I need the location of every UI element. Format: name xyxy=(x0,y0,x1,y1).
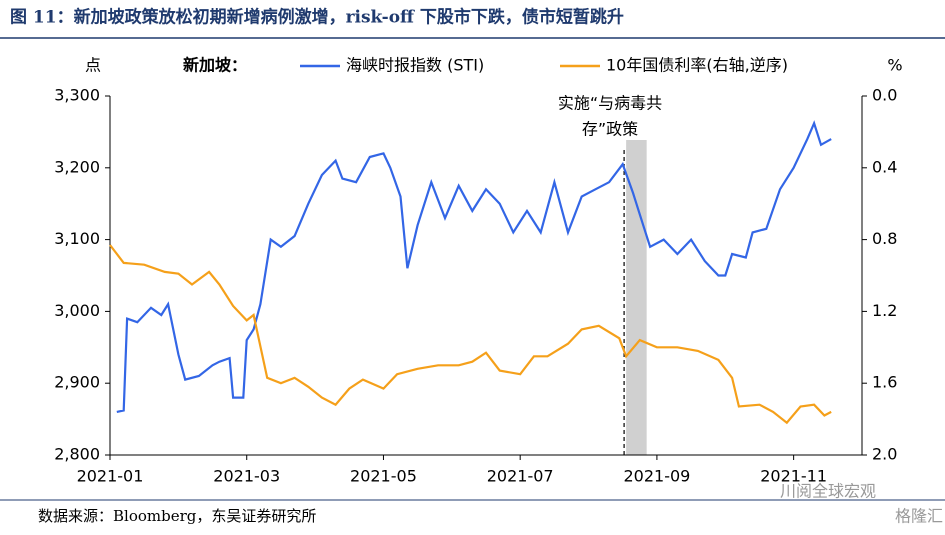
y2-tick-label: 0.4 xyxy=(872,157,897,176)
y-tick-label: 2,800 xyxy=(54,445,100,464)
series-line xyxy=(109,244,832,425)
legend-label: 海峡时报指数 (STI) xyxy=(346,56,484,75)
shaded-region xyxy=(626,140,647,455)
y-axis-label: 点 xyxy=(85,56,101,75)
y2-tick-label: 0.8 xyxy=(872,229,897,248)
x-tick-label: 2021-05 xyxy=(350,467,417,486)
watermark: 格隆汇 xyxy=(895,507,943,526)
y-tick-label: 3,000 xyxy=(54,301,100,320)
annotation: 存”政策 xyxy=(582,120,638,139)
y2-tick-label: 1.6 xyxy=(872,373,897,392)
y2-axis-label: % xyxy=(887,56,902,75)
legend-label: 10年国债利率(右轴,逆序) xyxy=(606,56,788,75)
y-tick-label: 3,200 xyxy=(54,157,100,176)
x-tick-label: 2021-01 xyxy=(77,467,144,486)
y2-tick-label: 1.2 xyxy=(872,301,897,320)
y-tick-label: 3,100 xyxy=(54,229,100,248)
y-tick-label: 3,300 xyxy=(54,86,100,105)
y-tick-label: 2,900 xyxy=(54,373,100,392)
x-tick-label: 2021-09 xyxy=(623,467,690,486)
legend-title: 新加坡： xyxy=(183,56,247,75)
annotation: 实施“与病毒共 xyxy=(558,94,662,113)
watermark: 川阅全球宏观 xyxy=(780,482,876,501)
y2-tick-label: 2.0 xyxy=(872,445,897,464)
x-tick-label: 2021-07 xyxy=(487,467,554,486)
x-tick-label: 2021-03 xyxy=(213,467,280,486)
x-tick-label: 2021-11 xyxy=(760,467,827,486)
series-line xyxy=(116,120,832,413)
source: 数据来源：Bloomberg，东吴证券研究所 xyxy=(38,507,316,525)
y2-tick-label: 0.0 xyxy=(872,86,897,105)
chart-title: 图 11：新加坡政策放松初期新增病例激增，risk-off 下股市下跌，债市短暂… xyxy=(10,7,624,28)
